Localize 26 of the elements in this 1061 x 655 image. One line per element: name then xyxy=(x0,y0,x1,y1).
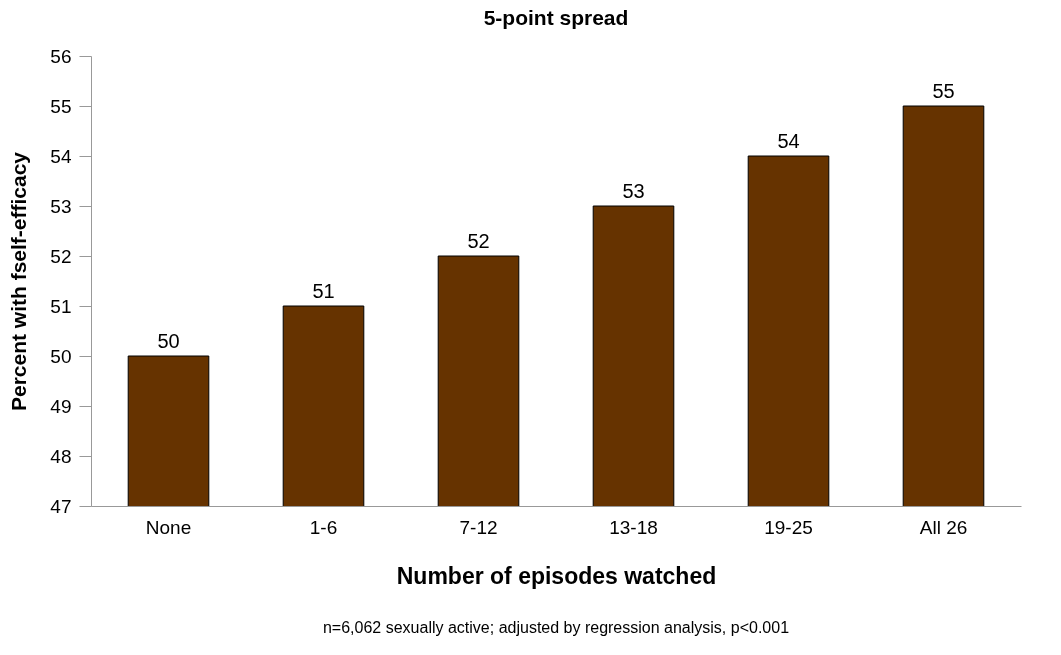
x-tick-label: 19-25 xyxy=(764,516,813,538)
y-tick-label: 50 xyxy=(50,345,72,367)
text: n=6,062 sexually active; adjusted by regression analysis, p<0.001 xyxy=(322,619,790,636)
y-tick-label: 49 xyxy=(50,395,72,417)
data-label: 54 xyxy=(777,130,800,152)
y-axis-title: Percent with fself-efficacy xyxy=(7,151,31,412)
data-label: 55 xyxy=(932,80,955,102)
x-axis-title: Number of episodes watched xyxy=(396,562,717,589)
data-label: 50 xyxy=(157,330,180,352)
chart-title: 5-point spread xyxy=(483,6,629,29)
x-tick-label: 1-6 xyxy=(309,516,338,538)
data-label: 53 xyxy=(622,180,645,202)
y-tick-label: 54 xyxy=(50,145,72,167)
y-tick-label: 47 xyxy=(50,495,72,517)
y-tick-label: 56 xyxy=(50,45,72,67)
y-tick-label: 51 xyxy=(50,295,72,317)
y-tick-label: 48 xyxy=(50,445,72,467)
y-tick-label: 55 xyxy=(50,95,72,117)
y-tick-label: 52 xyxy=(50,245,72,267)
data-label: 51 xyxy=(312,280,335,302)
x-tick-label: All 26 xyxy=(919,516,968,538)
x-tick-label: 13-18 xyxy=(609,516,658,538)
x-tick-label: 7-12 xyxy=(459,516,498,538)
data-label: 52 xyxy=(467,230,490,252)
x-tick-label: None xyxy=(145,516,192,538)
y-tick-label: 53 xyxy=(50,195,72,217)
